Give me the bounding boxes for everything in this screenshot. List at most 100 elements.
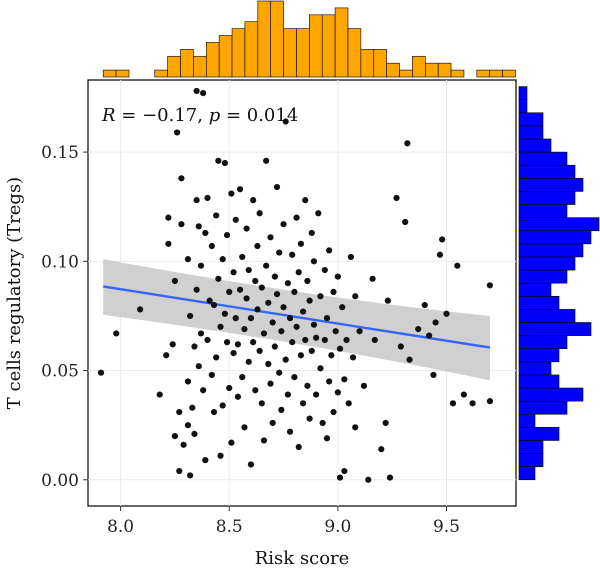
data-point-121 [297, 240, 305, 247]
y-hist-bar-23 [518, 164, 576, 179]
data-point-42 [213, 212, 220, 219]
r-symbol: R [101, 105, 116, 126]
data-point-77 [250, 339, 257, 346]
data-point-179 [425, 332, 433, 339]
y-hist-bar-25 [518, 138, 552, 153]
data-point-32 [200, 387, 207, 394]
data-point-5 [165, 214, 172, 221]
x-hist-bar-27 [450, 69, 465, 78]
x-hist-bar-0 [102, 69, 117, 78]
data-point-47 [217, 452, 224, 459]
r-value: = −0.17, [116, 105, 209, 126]
data-point-101 [276, 249, 283, 256]
x-hist-bar-6 [180, 49, 194, 78]
data-point-66 [239, 374, 246, 381]
data-point-85 [258, 284, 265, 291]
data-point-139 [319, 419, 326, 427]
data-point-14 [178, 175, 185, 182]
data-point-127 [304, 382, 311, 389]
data-point-21 [189, 404, 196, 411]
data-point-116 [293, 214, 300, 221]
y-hist-bar-18 [518, 230, 592, 245]
data-point-184 [443, 310, 450, 317]
x-hist-bar-18 [334, 7, 349, 78]
y-marginal-histogram [518, 86, 600, 481]
data-point-134 [313, 391, 320, 398]
data-point-44 [215, 275, 222, 282]
y-hist-bar-21 [518, 191, 576, 205]
data-point-94 [269, 319, 276, 326]
data-point-22 [191, 343, 198, 350]
data-point-90 [265, 360, 272, 368]
y-hist-bar-5 [518, 400, 568, 415]
x-hist-bar-17 [321, 14, 336, 78]
data-point-20 [187, 472, 194, 479]
y-hist-bar-24 [518, 151, 568, 166]
data-points [97, 87, 494, 483]
x-hist-bar-14 [283, 28, 297, 78]
data-point-108 [284, 280, 291, 287]
data-point-63 [234, 341, 242, 348]
data-point-71 [243, 295, 250, 302]
x-hist-bar-19 [347, 28, 362, 78]
data-point-104 [280, 221, 287, 228]
data-point-178 [421, 301, 428, 309]
data-point-10 [173, 129, 181, 136]
data-point-117 [293, 323, 300, 330]
data-point-64 [236, 186, 244, 193]
data-point-187 [460, 391, 467, 398]
correlation-annotation: R = −0.17, p = 0.014 [101, 105, 298, 126]
x-hist-bar-16 [309, 14, 323, 78]
data-point-78 [252, 277, 259, 285]
data-point-33 [202, 229, 209, 237]
y-hist-bar-26 [518, 125, 544, 140]
data-point-162 [352, 424, 359, 431]
data-point-11 [176, 408, 183, 416]
data-point-189 [486, 398, 494, 405]
data-point-182 [436, 251, 444, 258]
data-point-28 [195, 223, 202, 230]
p-symbol: p [209, 105, 221, 126]
data-point-34 [202, 457, 209, 464]
data-point-135 [313, 334, 320, 341]
data-point-151 [334, 273, 341, 280]
data-point-165 [365, 476, 372, 483]
y-hist-bar-28 [518, 99, 528, 114]
data-point-111 [286, 428, 294, 435]
data-point-7 [169, 341, 176, 348]
data-point-183 [439, 236, 446, 243]
data-point-114 [291, 288, 298, 296]
data-point-18 [184, 378, 192, 385]
y-hist-bar-15 [518, 269, 568, 284]
x-hist-bar-22 [386, 62, 400, 78]
data-point-31 [200, 90, 207, 97]
data-point-106 [282, 356, 289, 363]
y-hist-bar-16 [518, 256, 576, 271]
y-hist-bar-12 [518, 309, 576, 323]
data-point-125 [302, 336, 309, 344]
data-point-148 [330, 408, 337, 416]
y-hist-bar-11 [518, 322, 592, 336]
data-point-9 [171, 432, 179, 440]
data-point-92 [267, 234, 274, 241]
data-point-147 [330, 288, 337, 296]
data-point-2 [137, 306, 144, 313]
y-hist-bar-22 [518, 178, 584, 192]
data-point-142 [323, 435, 331, 442]
data-point-150 [334, 389, 341, 396]
x-hist-bar-23 [399, 69, 413, 78]
data-point-68 [241, 325, 248, 333]
data-point-112 [289, 251, 296, 258]
x-tick-label-2: 9.0 [324, 517, 351, 537]
data-point-163 [356, 328, 363, 335]
data-point-153 [336, 345, 344, 352]
y-tick-label-0: 0.00 [41, 471, 79, 491]
data-point-169 [382, 419, 389, 427]
data-point-126 [304, 277, 311, 285]
p-value: = 0.014 [220, 105, 298, 126]
data-point-152 [336, 474, 344, 481]
data-point-166 [369, 275, 376, 282]
data-point-99 [273, 290, 281, 298]
data-point-130 [308, 229, 315, 237]
y-hist-bar-6 [518, 387, 584, 402]
